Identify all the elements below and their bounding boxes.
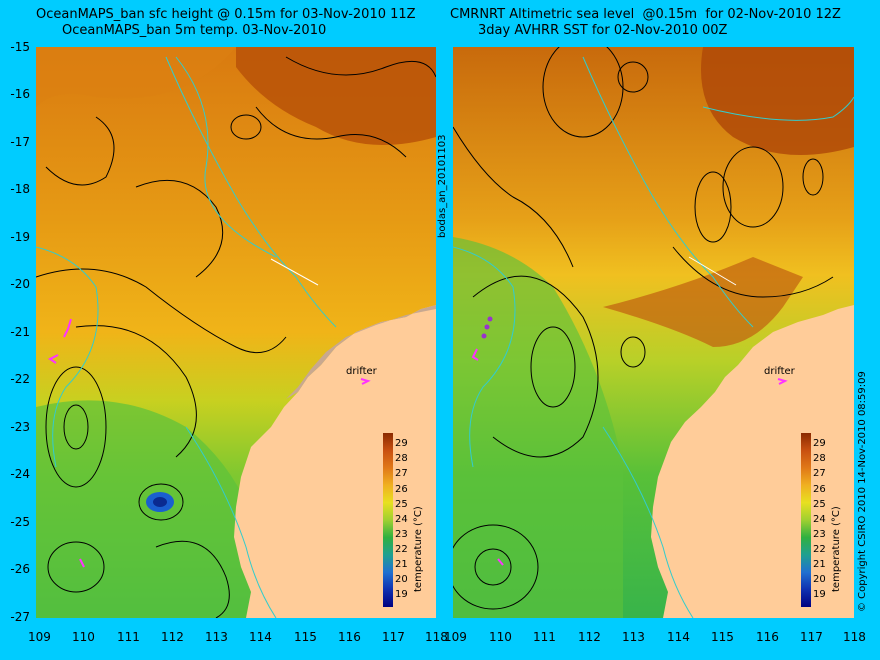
colorbar-tick: 23 <box>395 529 408 540</box>
warm-band <box>603 257 803 347</box>
right-title-line1: CMRNRT Altimetric sea level @0.15m for 0… <box>450 7 841 22</box>
right-drifter-label: drifter <box>764 366 795 377</box>
y-tick: -18 <box>10 182 30 196</box>
transect-line <box>688 256 737 286</box>
y-tick: -25 <box>10 515 30 529</box>
isobath-lines <box>453 56 854 618</box>
colorbar-tick: 25 <box>813 499 826 510</box>
sea-level-contours <box>36 56 436 618</box>
colorbar-tick: 28 <box>395 453 408 464</box>
colorbar-tick: 20 <box>813 574 826 585</box>
y-tick: -27 <box>10 610 30 624</box>
x-tick: 115 <box>294 630 317 644</box>
x-tick: 111 <box>533 630 556 644</box>
transect-line <box>270 258 319 286</box>
x-tick: 112 <box>578 630 601 644</box>
left-map-svg <box>36 47 436 618</box>
run-id-label: bodas_an_20101103 <box>437 134 448 238</box>
x-tick: 117 <box>382 630 405 644</box>
colorbar-tick: 21 <box>395 559 408 570</box>
right-title-line2: 3day AVHRR SST for 02-Nov-2010 00Z <box>478 23 728 38</box>
colorbar-tick: 27 <box>395 468 408 479</box>
right-colorbar <box>801 433 811 607</box>
colorbar-tick: 19 <box>395 589 408 600</box>
x-tick: 109 <box>28 630 51 644</box>
y-tick: -17 <box>10 135 30 149</box>
colorbar-tick: 22 <box>813 544 826 555</box>
y-tick: -23 <box>10 420 30 434</box>
warm-patch <box>236 47 436 145</box>
colorbar-tick: 23 <box>813 529 826 540</box>
left-colorbar <box>383 433 393 607</box>
colorbar-tick: 22 <box>395 544 408 555</box>
x-tick: 114 <box>249 630 272 644</box>
colorbar-tick: 26 <box>813 484 826 495</box>
x-tick: 116 <box>756 630 779 644</box>
x-tick: 113 <box>205 630 228 644</box>
x-tick: 113 <box>622 630 645 644</box>
x-tick: 115 <box>711 630 734 644</box>
right-map-panel <box>453 47 854 618</box>
green-patch <box>36 400 256 618</box>
x-tick: 116 <box>338 630 361 644</box>
colorbar-tick: 24 <box>395 514 408 525</box>
hot-patch <box>701 47 854 155</box>
y-tick: -26 <box>10 562 30 576</box>
x-tick: 117 <box>800 630 823 644</box>
left-colorbar-label: temperature (°C) <box>413 506 424 592</box>
x-tick: 111 <box>117 630 140 644</box>
y-tick: -22 <box>10 372 30 386</box>
colorbar-tick: 29 <box>395 438 408 449</box>
colorbar-tick: 20 <box>395 574 408 585</box>
right-map-svg <box>453 47 854 618</box>
altimetry-contours <box>453 47 834 610</box>
y-tick: -15 <box>10 40 30 54</box>
colorbar-tick: 19 <box>813 589 826 600</box>
x-tick: 110 <box>72 630 95 644</box>
isobath-lines <box>36 56 337 618</box>
left-title-line2: OceanMAPS_ban 5m temp. 03-Nov-2010 <box>62 23 327 38</box>
x-tick: 114 <box>667 630 690 644</box>
y-tick: -16 <box>10 87 30 101</box>
drifter-tracks <box>471 316 788 566</box>
left-map-panel <box>36 47 436 618</box>
y-tick: -20 <box>10 277 30 291</box>
colorbar-tick: 26 <box>395 484 408 495</box>
drifter-tracks <box>48 318 371 568</box>
right-colorbar-label: temperature (°C) <box>831 506 842 592</box>
colorbar-tick: 29 <box>813 438 826 449</box>
x-tick: 110 <box>489 630 512 644</box>
x-tick: 118 <box>425 630 448 644</box>
y-tick: -24 <box>10 467 30 481</box>
colorbar-tick: 25 <box>395 499 408 510</box>
colorbar-tick: 24 <box>813 514 826 525</box>
copyright-label: © Copyright CSIRO 2010 14-Nov-2010 08:59… <box>857 371 868 612</box>
left-drifter-label: drifter <box>346 366 377 377</box>
y-tick: -19 <box>10 230 30 244</box>
colorbar-tick: 28 <box>813 453 826 464</box>
cold-eddy-core <box>153 497 167 507</box>
x-tick: 109 <box>444 630 467 644</box>
colorbar-tick: 27 <box>813 468 826 479</box>
x-tick: 112 <box>161 630 184 644</box>
x-tick: 118 <box>843 630 866 644</box>
left-title-line1: OceanMAPS_ban sfc height @ 0.15m for 03-… <box>36 7 416 22</box>
y-tick: -21 <box>10 325 30 339</box>
green-west <box>453 237 623 618</box>
colorbar-tick: 21 <box>813 559 826 570</box>
orange-patch <box>36 47 236 107</box>
